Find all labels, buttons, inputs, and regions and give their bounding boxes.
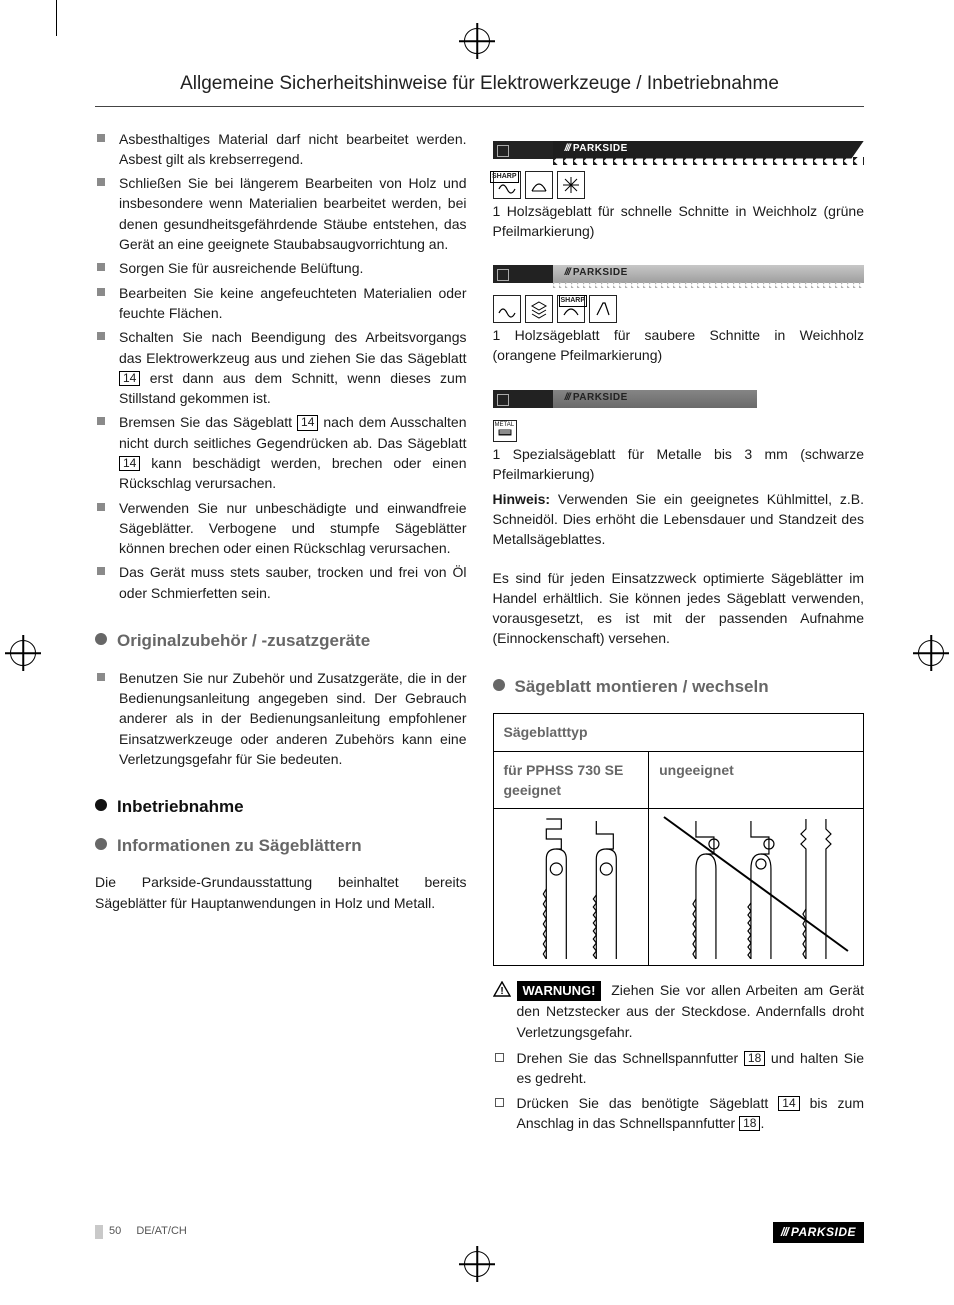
content-columns: Asbesthaltiges Material darf nicht bearb… bbox=[95, 129, 864, 1138]
brand-label: PARKSIDE bbox=[573, 143, 628, 154]
list-item: Bearbeiten Sie keine angefeuchteten Mate… bbox=[95, 283, 467, 324]
section-heading-startup: Inbetriebnahme bbox=[95, 795, 467, 820]
layers-icon bbox=[525, 295, 553, 323]
list-item: Sorgen Sie für ausreichende Belüftung. bbox=[95, 258, 467, 278]
page-footer: 50 DE/AT/CH ///PARKSIDE bbox=[95, 1222, 864, 1243]
footer-brand-badge: ///PARKSIDE bbox=[773, 1222, 864, 1243]
part-ref-box: 14 bbox=[778, 1096, 799, 1111]
crop-mark-icon bbox=[56, 0, 57, 36]
hint-paragraph: Hinweis: Verwenden Sie ein geeignetes Kü… bbox=[493, 489, 865, 550]
registration-mark-icon bbox=[464, 1251, 490, 1277]
fine-blade-icon bbox=[589, 295, 617, 323]
blade-illustration-black: ///PARKSIDE bbox=[493, 384, 865, 414]
part-ref-box: 14 bbox=[119, 371, 140, 386]
blade-suitable-icon bbox=[494, 809, 649, 959]
warning-badge: WARNUNG! bbox=[517, 981, 602, 1002]
page-marker-icon bbox=[95, 1225, 103, 1239]
warning-triangle-icon: ! bbox=[493, 981, 511, 1002]
blade-type-table: Sägeblatttyp für PPHSS 730 SE geeignet u… bbox=[493, 713, 865, 965]
metal-icon: METAL bbox=[493, 420, 517, 442]
brand-label: PARKSIDE bbox=[573, 267, 628, 278]
list-item: Schalten Sie nach Beendigung des Arbeits… bbox=[95, 327, 467, 408]
page-title: Allgemeine Sicherheitshinweise für Elekt… bbox=[95, 70, 864, 107]
registration-mark-icon bbox=[10, 640, 36, 666]
table-col-header: ungeeignet bbox=[649, 751, 864, 809]
section-heading-mount: Sägeblatt montieren / wechseln bbox=[493, 675, 865, 700]
left-column: Asbesthaltiges Material darf nicht bearb… bbox=[95, 129, 467, 1138]
part-ref-box: 14 bbox=[119, 456, 140, 471]
blade-unsuitable-icon bbox=[649, 809, 863, 959]
list-item: Drehen Sie das Schnellspannfutter 18 und… bbox=[493, 1048, 865, 1089]
hint-label: Hinweis: bbox=[493, 491, 551, 507]
registration-mark-icon bbox=[464, 28, 490, 54]
text-run: kann beschädigt werden, brechen oder ein… bbox=[119, 455, 467, 491]
text-run: . bbox=[760, 1115, 764, 1131]
blade-icon-row: SHARP bbox=[493, 171, 865, 199]
part-ref-box: 18 bbox=[744, 1051, 765, 1066]
text-run: erst dann aus dem Schnitt, wenn dieses z… bbox=[119, 370, 467, 406]
table-col-header: für PPHSS 730 SE geeignet bbox=[493, 751, 649, 809]
mount-steps-list: Drehen Sie das Schnellspannfutter 18 und… bbox=[493, 1048, 865, 1133]
list-item: Verwenden Sie nur unbeschädigte und einw… bbox=[95, 498, 467, 559]
general-blade-paragraph: Es sind für jeden Einsatzzweck optimiert… bbox=[493, 568, 865, 649]
list-item: Bremsen Sie das Sägeblatt 14 nach dem Au… bbox=[95, 412, 467, 493]
table-cell-unsuitable bbox=[649, 809, 864, 965]
curve-cut-icon bbox=[525, 171, 553, 199]
text-run: Drücken Sie das benötigte Sägeblatt bbox=[517, 1095, 779, 1111]
brand-label: PARKSIDE bbox=[573, 392, 628, 403]
page-number: 50 bbox=[109, 1224, 121, 1240]
intro-paragraph: Die Parkside-Grundausstattung beinhaltet… bbox=[95, 872, 467, 913]
text-run: Drehen Sie das Schnellspannfutter bbox=[517, 1050, 744, 1066]
table-header: Sägeblatttyp bbox=[493, 714, 864, 751]
table-cell-suitable bbox=[493, 809, 649, 965]
right-column: ///PARKSIDE SHARP 1 Holzsägeblatt für sc… bbox=[493, 129, 865, 1138]
blade-description: 1 Holzsägeblatt für schnelle Schnitte in… bbox=[493, 201, 865, 242]
registration-mark-icon bbox=[918, 640, 944, 666]
safety-bullet-list: Asbesthaltiges Material darf nicht bearb… bbox=[95, 129, 467, 604]
blade-illustration-orange: ///PARKSIDE bbox=[493, 259, 865, 289]
burst-icon bbox=[557, 171, 585, 199]
accessories-bullet-list: Benutzen Sie nur Zubehör und Zusatzgerät… bbox=[95, 668, 467, 769]
blade-icon-row: SHARP bbox=[493, 295, 865, 323]
list-item: Drücken Sie das benötigte Sägeblatt 14 b… bbox=[493, 1093, 865, 1134]
wavy-cut-icon: SHARP bbox=[493, 171, 521, 199]
text-run: Bremsen Sie das Sägeblatt bbox=[119, 414, 297, 430]
blade-description: 1 Holzsägeblatt für saubere Schnitte in … bbox=[493, 325, 865, 366]
locale-tag: DE/AT/CH bbox=[136, 1224, 187, 1240]
wavy-cut-icon bbox=[493, 295, 521, 323]
list-item: Asbesthaltiges Material darf nicht bearb… bbox=[95, 129, 467, 170]
section-heading-blade-info: Informationen zu Sägeblättern bbox=[95, 834, 467, 859]
blade-illustration-green: ///PARKSIDE bbox=[493, 135, 865, 165]
blade-description: 1 Spezialsägeblatt für Metalle bis 3 mm … bbox=[493, 444, 865, 485]
text-run: Schalten Sie nach Beendigung des Arbeits… bbox=[119, 329, 467, 365]
blade-icon-row: METAL bbox=[493, 420, 865, 442]
list-item: Benutzen Sie nur Zubehör und Zusatzgerät… bbox=[95, 668, 467, 769]
part-ref-box: 14 bbox=[297, 415, 318, 430]
list-item: Das Gerät muss stets sauber, trocken und… bbox=[95, 562, 467, 603]
list-item: Schließen Sie bei längerem Bearbeiten vo… bbox=[95, 173, 467, 254]
warning-paragraph: ! WARNUNG! Ziehen Sie vor allen Arbeiten… bbox=[493, 980, 865, 1042]
brand-label: PARKSIDE bbox=[791, 1225, 856, 1239]
section-heading-accessories: Originalzubehör / -zusatzgeräte bbox=[95, 629, 467, 654]
clean-cut-icon: SHARP bbox=[557, 295, 585, 323]
part-ref-box: 18 bbox=[739, 1116, 760, 1131]
svg-text:!: ! bbox=[500, 986, 503, 997]
